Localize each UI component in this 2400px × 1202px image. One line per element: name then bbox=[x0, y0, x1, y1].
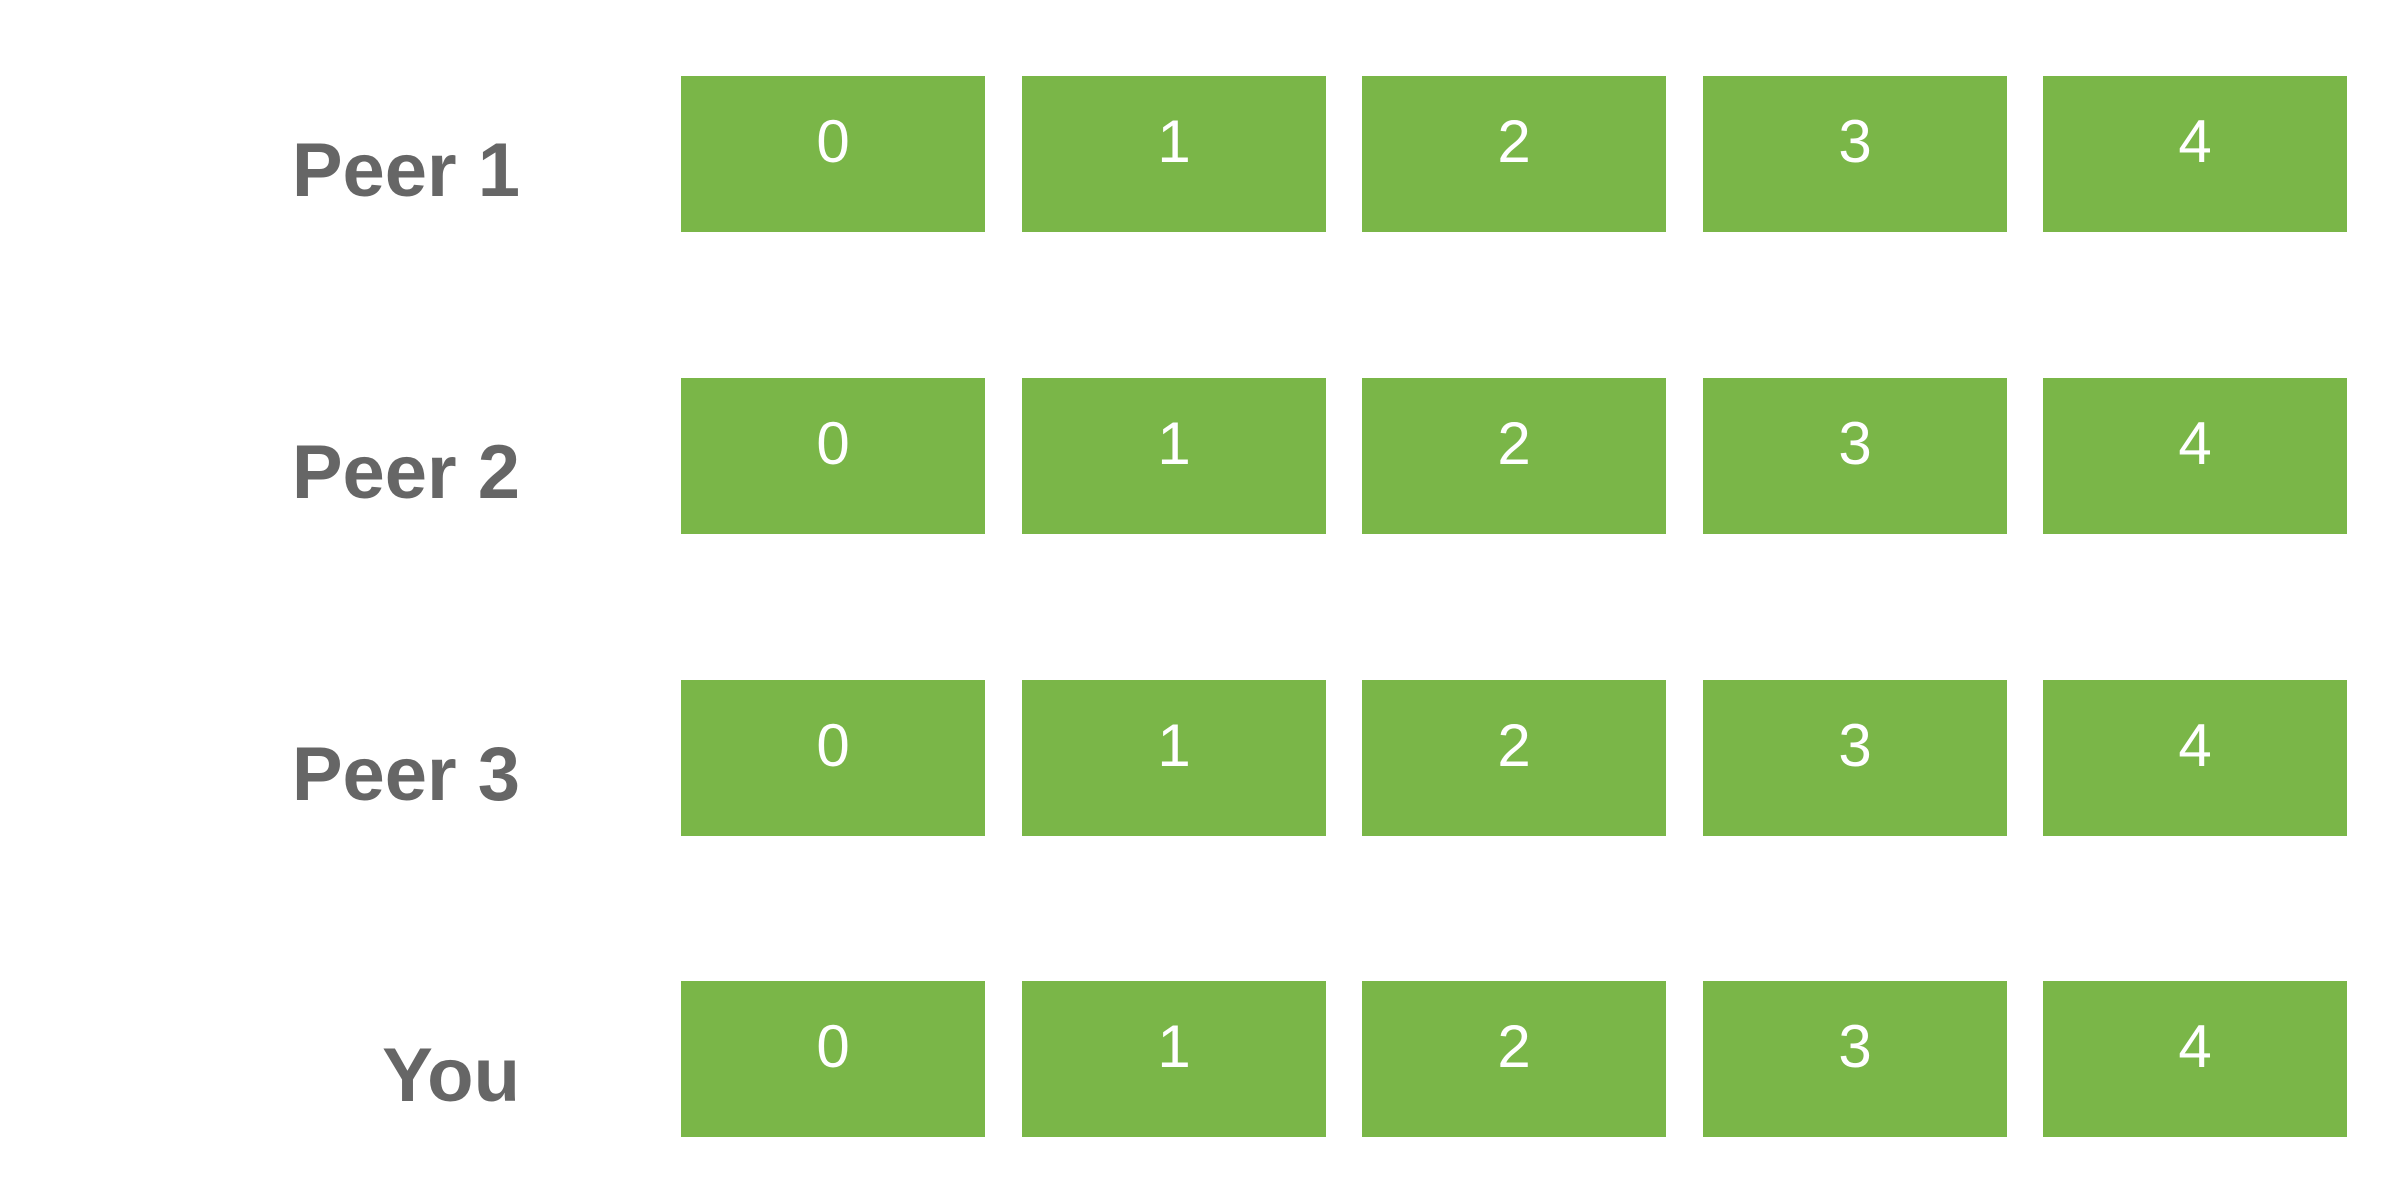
piece-block: 1 bbox=[1022, 76, 1326, 232]
piece-block: 2 bbox=[1362, 680, 1666, 836]
piece-block: 0 bbox=[681, 680, 985, 836]
piece-block: 2 bbox=[1362, 981, 1666, 1137]
piece-block: 4 bbox=[2043, 680, 2347, 836]
self-label: You bbox=[382, 1032, 520, 1118]
piece-block: 1 bbox=[1022, 981, 1326, 1137]
piece-block: 3 bbox=[1703, 981, 2007, 1137]
peer-label: Peer 2 bbox=[291, 429, 520, 515]
peer-row: Peer 1 0 1 2 3 4 bbox=[0, 76, 2400, 232]
piece-block: 3 bbox=[1703, 76, 2007, 232]
piece-block: 4 bbox=[2043, 76, 2347, 232]
piece-block: 4 bbox=[2043, 981, 2347, 1137]
piece-block: 0 bbox=[681, 378, 985, 534]
piece-block: 1 bbox=[1022, 680, 1326, 836]
piece-block: 0 bbox=[681, 981, 985, 1137]
piece-block: 1 bbox=[1022, 378, 1326, 534]
piece-block: 2 bbox=[1362, 76, 1666, 232]
peer-row: Peer 3 0 1 2 3 4 bbox=[0, 680, 2400, 836]
piece-block: 4 bbox=[2043, 378, 2347, 534]
peer-label: Peer 3 bbox=[291, 731, 520, 817]
piece-block: 3 bbox=[1703, 680, 2007, 836]
piece-block: 2 bbox=[1362, 378, 1666, 534]
peer-label: Peer 1 bbox=[291, 127, 520, 213]
piece-block: 3 bbox=[1703, 378, 2007, 534]
peer-row: Peer 2 0 1 2 3 4 bbox=[0, 378, 2400, 534]
self-row: You 0 1 2 3 4 bbox=[0, 981, 2400, 1137]
piece-block: 0 bbox=[681, 76, 985, 232]
